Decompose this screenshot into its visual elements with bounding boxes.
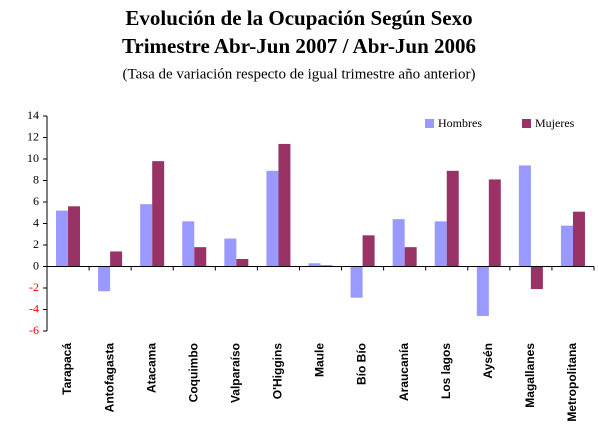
bar xyxy=(68,206,81,267)
bar xyxy=(278,143,291,267)
bar xyxy=(140,204,153,267)
x-tick-label: Atacama xyxy=(144,343,158,393)
bar xyxy=(572,211,585,267)
bar xyxy=(56,210,69,267)
bar xyxy=(434,221,447,267)
bar xyxy=(488,179,501,267)
bar xyxy=(476,266,489,316)
y-tick-label: 4 xyxy=(33,215,39,229)
x-tick-label: Valparaíso xyxy=(229,343,243,403)
bar xyxy=(194,247,207,267)
x-tick-label: Maule xyxy=(313,343,327,377)
bar xyxy=(152,161,165,267)
x-tick-label: Magallanes xyxy=(523,343,537,408)
bar xyxy=(98,266,111,292)
x-tick-label: Tarapacá xyxy=(60,343,74,395)
bar xyxy=(182,221,195,267)
bar xyxy=(110,251,123,267)
x-tick-label: O'Higgins xyxy=(271,343,285,400)
legend-swatch xyxy=(425,119,434,128)
y-tick-label: 10 xyxy=(27,151,39,165)
y-tick-label: 6 xyxy=(33,194,39,208)
x-tick-label: Los lagos xyxy=(439,343,453,399)
y-tick-label: -6 xyxy=(29,323,39,337)
y-tick-label: 14 xyxy=(27,108,39,122)
legend-swatch xyxy=(522,119,531,128)
x-tick-label: Bío Bío xyxy=(355,343,369,385)
chart-note: (Tasa de variación respecto de igual tri… xyxy=(123,66,476,82)
x-tick-label: Araucanía xyxy=(397,343,411,401)
bar xyxy=(560,225,573,267)
bar xyxy=(350,266,363,298)
legend-label: Hombres xyxy=(438,116,482,130)
bar xyxy=(236,258,249,267)
bar xyxy=(392,219,405,267)
y-tick-label: 12 xyxy=(27,129,39,143)
chart-subtitle: Trimestre Abr-Jun 2007 / Abr-Jun 2006 xyxy=(122,34,476,58)
bar xyxy=(266,170,279,267)
x-tick-label: Coquimbo xyxy=(186,343,200,402)
y-tick-label: 2 xyxy=(33,237,39,251)
x-tick-label: Aysén xyxy=(481,343,495,379)
y-tick-label: 0 xyxy=(33,258,39,272)
bar xyxy=(518,165,531,267)
bar xyxy=(308,263,321,267)
chart-title: Evolución de la Ocupación Según Sexo xyxy=(125,6,472,30)
y-tick-label: 8 xyxy=(33,172,39,186)
bar xyxy=(362,235,375,267)
x-tick-label: Metropolitana xyxy=(565,343,579,422)
x-tick-label: Antofagasta xyxy=(102,343,116,413)
bar xyxy=(530,266,543,290)
y-tick-label: -2 xyxy=(29,280,39,294)
bar xyxy=(224,238,237,267)
bar xyxy=(404,247,417,267)
bar xyxy=(446,170,459,267)
bar xyxy=(320,265,333,267)
legend-label: Mujeres xyxy=(535,116,575,130)
y-tick-label: -4 xyxy=(29,301,39,315)
